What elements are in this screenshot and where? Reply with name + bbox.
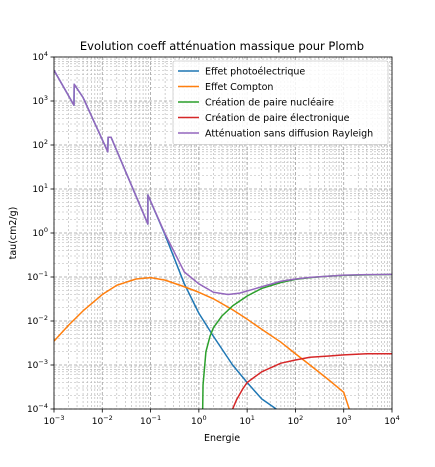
x-axis-label: Energie — [204, 433, 240, 444]
y-axis-ticks: 10−4 10−3 10−2 10−1 100 101 102 103 104 — [27, 50, 54, 415]
x-tick-label: 10−1 — [140, 414, 161, 427]
y-tick-label: 10−3 — [27, 358, 48, 371]
series-layer — [54, 69, 392, 409]
x-tick-label: 10−3 — [43, 414, 64, 427]
y-tick-label: 102 — [32, 138, 48, 151]
y-axis-label: tau(cm2/g) — [8, 207, 19, 260]
y-tick-label: 104 — [32, 50, 48, 63]
legend-label: Création de paire électronique — [205, 113, 350, 124]
x-axis-ticks: 10−3 10−2 10−1 100 101 102 103 104 — [43, 409, 400, 427]
y-tick-label: 10−1 — [27, 270, 48, 283]
x-tick-label: 10−2 — [92, 414, 113, 427]
legend: Effet photoélectrique Effet Compton Créati… — [172, 60, 389, 145]
series-line-2 — [54, 276, 350, 409]
x-tick-label: 103 — [336, 414, 352, 427]
x-tick-label: 104 — [384, 414, 400, 427]
y-tick-label: 100 — [32, 226, 48, 239]
chart-title: Evolution coeff atténuation massique pou… — [80, 39, 364, 53]
legend-label: Effet photoélectrique — [205, 67, 305, 78]
series-line-5 — [54, 69, 392, 296]
y-tick-label: 10−4 — [27, 402, 48, 415]
legend-label: Atténuation sans diffusion Rayleigh — [205, 129, 373, 140]
y-tick-label: 103 — [32, 94, 48, 107]
legend-label: Effet Compton — [205, 82, 273, 93]
y-tick-label: 10−2 — [27, 314, 48, 327]
series-line-4 — [231, 353, 392, 409]
legend-box — [172, 60, 389, 145]
legend-label: Création de paire nucléaire — [205, 98, 334, 109]
x-tick-label: 102 — [288, 414, 304, 427]
y-tick-label: 101 — [32, 182, 48, 195]
x-tick-label: 100 — [191, 414, 207, 427]
x-tick-label: 101 — [239, 414, 255, 427]
